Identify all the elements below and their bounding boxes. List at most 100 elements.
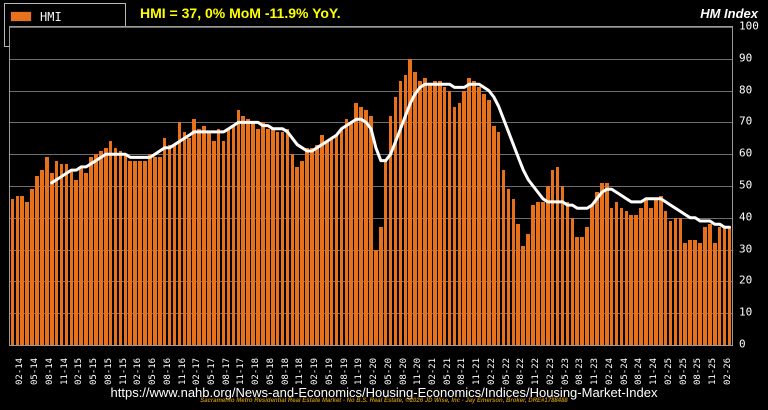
bar (221, 141, 226, 345)
x-axis-tick: 11-24 (649, 357, 660, 385)
bar (35, 176, 39, 345)
y-axis-tick: 100 (739, 19, 759, 33)
bar (216, 128, 221, 345)
trend-line-series (50, 82, 731, 229)
x-axis-tick: 08-24 (634, 357, 645, 385)
bar (143, 160, 147, 345)
bar (74, 179, 79, 345)
bar (133, 160, 137, 345)
bar (295, 166, 300, 345)
bar (256, 128, 260, 345)
x-axis-tick: 11-20 (413, 357, 424, 385)
bar (482, 93, 486, 345)
x-axis-tick: 02-22 (486, 357, 497, 385)
bar (30, 189, 34, 345)
bar (378, 227, 383, 345)
bar (477, 87, 481, 345)
legend-item-hmi: HMI (10, 7, 121, 26)
x-axis-tick: 02-19 (310, 357, 321, 385)
x-axis-tick: 08-25 (693, 357, 704, 385)
bar (457, 103, 462, 345)
x-axis-tick: 02-21 (428, 357, 439, 385)
bar (334, 135, 339, 345)
bar (693, 240, 697, 345)
x-axis-tick: 05-25 (678, 357, 689, 385)
bar (280, 131, 285, 345)
bar (192, 119, 196, 345)
bar (388, 116, 393, 345)
bar (20, 195, 25, 345)
bar (187, 138, 192, 345)
x-axis-tick: 02-15 (74, 357, 85, 385)
x-axis-tick: 11-15 (118, 357, 129, 385)
bar (703, 227, 707, 345)
bar-swatch-icon (10, 11, 32, 22)
bar (629, 214, 634, 345)
bar (575, 236, 580, 345)
y-axis-tick: 40 (739, 210, 753, 224)
bar (658, 195, 663, 345)
x-axis-tick: 05-23 (560, 357, 571, 385)
bar (329, 138, 334, 345)
x-axis-tick: 02-14 (15, 357, 26, 385)
bar (413, 71, 417, 345)
bar (487, 100, 491, 345)
bar (324, 141, 329, 345)
bar (501, 170, 506, 345)
bar (162, 138, 167, 345)
x-axis-tick: 11-22 (531, 357, 542, 385)
x-axis-tick: 11-21 (472, 357, 483, 385)
x-axis-tick: 08-23 (575, 357, 586, 385)
bar (491, 125, 496, 345)
bar (393, 96, 398, 345)
bar (668, 220, 673, 345)
bar (128, 160, 133, 345)
bar (40, 170, 44, 345)
bar (108, 141, 113, 345)
bar (727, 227, 732, 345)
bar (555, 166, 560, 345)
x-axis-tick: 05-20 (383, 357, 394, 385)
chart-title: HMI = 37, 0% MoM -11.9% YoY. (140, 5, 341, 21)
trend-line (50, 82, 731, 229)
bar (545, 186, 550, 345)
x-axis-tick: 11-18 (295, 357, 306, 385)
bar (285, 128, 290, 345)
bar (609, 208, 614, 345)
bar (54, 160, 59, 345)
x-axis-tick: 11-23 (590, 357, 601, 385)
bar (369, 116, 373, 345)
x-axis-tick: 05-16 (148, 357, 159, 385)
bar (526, 233, 530, 345)
bar (305, 147, 309, 345)
bar (207, 131, 211, 345)
x-axis-tick: 05-19 (324, 357, 335, 385)
bar (585, 227, 589, 345)
y-axis-tick: 50 (739, 178, 753, 192)
x-axis-tick: 05-21 (442, 357, 453, 385)
bar (712, 243, 717, 345)
bar (614, 201, 619, 345)
source-url[interactable]: https://www.nahb.org/News-and-Economics/… (110, 385, 658, 400)
bar (320, 135, 324, 345)
bar (447, 90, 452, 345)
x-axis-tick: 02-23 (545, 357, 556, 385)
y-axis-tick: 60 (739, 146, 753, 160)
bar (167, 144, 172, 345)
bar (15, 195, 20, 345)
bar (172, 144, 177, 345)
y-axis-tick: 20 (739, 273, 753, 287)
bar (634, 214, 638, 345)
x-axis-tick: 02-26 (722, 357, 733, 385)
copyright-notice: Sacramento Metro Residential Real Estate… (200, 398, 568, 404)
bar (182, 131, 187, 345)
bar (374, 249, 378, 345)
bar (84, 173, 88, 345)
gridline (10, 27, 732, 28)
bar (619, 208, 624, 345)
bar (177, 122, 182, 345)
bar (472, 81, 476, 345)
bar (442, 87, 447, 345)
y-axis-tick: 70 (739, 114, 753, 128)
bar (153, 157, 157, 345)
